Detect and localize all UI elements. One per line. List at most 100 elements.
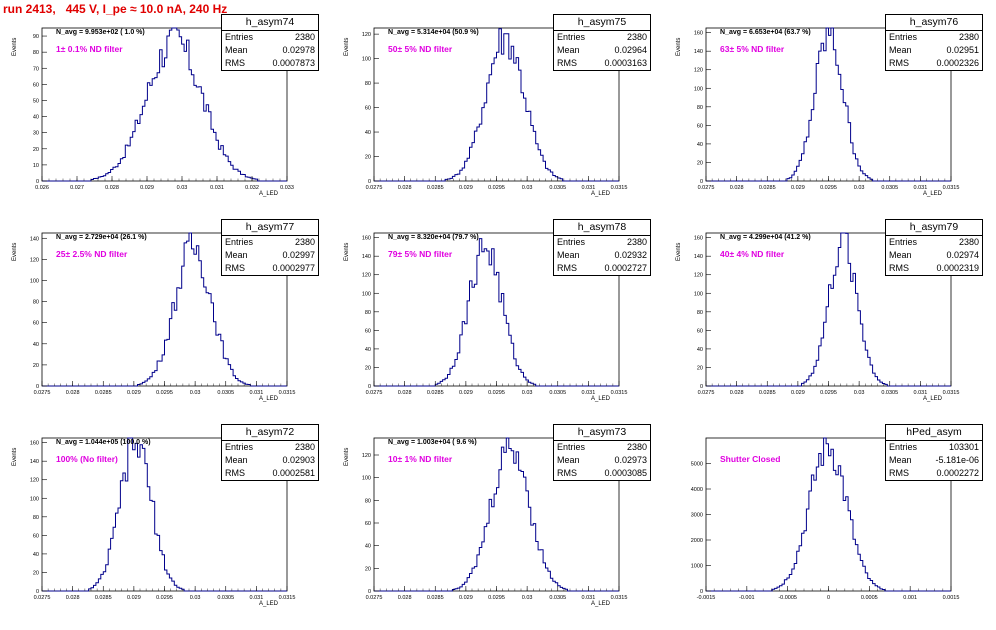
y-tick-label: 100	[30, 278, 39, 284]
stats-key: Mean	[225, 45, 248, 55]
x-tick-label: 0.0305	[881, 185, 898, 191]
filter-label: 10± 1% ND filter	[388, 454, 453, 464]
stats-row-mean: Mean 0.02951	[886, 44, 982, 57]
y-tick-label: 40	[33, 552, 39, 558]
histogram-series	[706, 27, 951, 182]
histogram-name: h_asym72	[222, 425, 318, 441]
y-tick-label: 0	[368, 589, 371, 595]
stats-box: hPed_asym Entries 103301 Mean -5.181e-06 RMS 0…	[885, 424, 983, 481]
y-tick-label: 160	[30, 441, 39, 447]
stats-value: 0.02951	[946, 45, 979, 55]
stats-value: 0.02974	[946, 250, 979, 260]
stats-value: 0.0002977	[272, 263, 315, 273]
stats-key: RMS	[557, 263, 577, 273]
stats-key: RMS	[225, 58, 245, 68]
y-tick-label: 40	[33, 342, 39, 348]
x-tick-label: 0.0295	[488, 390, 505, 396]
x-tick-label: 0.001	[903, 595, 917, 601]
y-axis-label: Events	[344, 242, 350, 261]
y-tick-label: 80	[33, 300, 39, 306]
x-tick-label: 0.03	[190, 595, 201, 601]
stats-box: h_asym74 Entries 2380 Mean 0.02978 RMS 0.00078…	[221, 14, 319, 71]
stats-value: 0.0003163	[604, 58, 647, 68]
y-tick-label: 60	[33, 82, 39, 88]
y-tick-label: 0	[368, 179, 371, 185]
y-axis-label: Events	[344, 37, 350, 56]
x-axis-label: A_LED	[591, 396, 611, 402]
x-tick-label: 0.028	[105, 185, 119, 191]
stats-box: h_asym72 Entries 2380 Mean 0.02903 RMS 0.00025…	[221, 424, 319, 481]
x-tick-label: 0.0305	[881, 390, 898, 396]
y-tick-label: 20	[697, 160, 703, 166]
x-tick-label: 0.027	[70, 185, 84, 191]
stats-row-mean: Mean 0.02974	[886, 249, 982, 262]
stats-value: 0.02903	[282, 455, 315, 465]
histogram-pad-h_asym77: 0 20 40 60 80 100 120 140 0.0275 0.028 0.0285 0.029…	[0, 219, 330, 425]
stats-key: Mean	[557, 455, 580, 465]
y-tick-label: 160	[694, 236, 703, 242]
x-axis-label: A_LED	[259, 191, 279, 197]
y-tick-label: 90	[33, 34, 39, 40]
x-tick-label: 0.03	[522, 595, 533, 601]
stats-row-entries: Entries 2380	[222, 441, 318, 454]
y-tick-label: 60	[33, 533, 39, 539]
x-tick-label: 0.031	[249, 595, 263, 601]
y-axis-label: Events	[676, 37, 682, 56]
navg-label: N_avg = 5.314e+04 (50.9 %)	[388, 29, 479, 36]
y-tick-label: 100	[362, 57, 371, 63]
x-tick-label: 0.028	[730, 390, 744, 396]
histogram-pad-h_asym75: 0 20 40 60 80 100 120 0.0275 0.028 0.0285 0.029 0.0…	[332, 14, 662, 220]
navg-label: N_avg = 1.044e+05 (100.0 %)	[56, 439, 151, 446]
y-tick-label: 40	[697, 347, 703, 353]
navg-label: N_avg = 9.953e+02 ( 1.0 %)	[56, 29, 145, 36]
histogram-name: h_asym77	[222, 220, 318, 236]
stats-key: Mean	[225, 250, 248, 260]
x-tick-label: 0.031	[581, 185, 595, 191]
histogram-pad-h_asym74: 0 10 20 30 40 50 60 70 80 90 0.026 0.027 0.028 0.029 0…	[0, 14, 330, 220]
stats-box: h_asym75 Entries 2380 Mean 0.02964 RMS 0.00031…	[553, 14, 651, 71]
stats-box: h_asym73 Entries 2380 Mean 0.02973 RMS 0.00030…	[553, 424, 651, 481]
x-tick-label: 0.03	[522, 185, 533, 191]
stats-value: 2380	[626, 237, 647, 247]
stats-row-rms: RMS 0.0002581	[222, 467, 318, 480]
histogram-name: h_asym79	[886, 220, 982, 236]
histogram-series	[42, 437, 287, 592]
histogram-pad-h_asym72: 0 20 40 60 80 100 120 140 160 0.0275 0.028 0.0285 0.…	[0, 424, 330, 630]
stats-key: RMS	[889, 468, 909, 478]
stats-box: h_asym77 Entries 2380 Mean 0.02997 RMS 0.00029…	[221, 219, 319, 276]
x-tick-label: 0.0305	[217, 595, 234, 601]
y-tick-label: 0	[700, 179, 703, 185]
stats-row-entries: Entries 2380	[222, 31, 318, 44]
stats-key: Entries	[889, 32, 918, 42]
y-tick-label: 100	[30, 496, 39, 502]
x-tick-label: 0.028	[398, 595, 412, 601]
y-tick-label: 20	[33, 363, 39, 369]
y-tick-label: 40	[365, 544, 371, 550]
x-tick-label: 0.0315	[279, 390, 296, 396]
y-axis-label: Events	[12, 447, 18, 466]
stats-value: 2380	[294, 32, 315, 42]
stats-key: Entries	[889, 442, 918, 452]
y-tick-label: 140	[30, 459, 39, 465]
x-tick-label: 0.029	[459, 595, 473, 601]
y-tick-label: 20	[33, 570, 39, 576]
y-tick-label: 40	[697, 142, 703, 148]
x-tick-label: 0.029	[127, 390, 141, 396]
histogram-plot: 0 20 40 60 80 100 120 0.0275 0.028 0.0285 0.029 0.0…	[362, 437, 627, 601]
filter-label: 25± 2.5% ND filter	[56, 249, 128, 259]
histogram-series	[706, 437, 951, 592]
y-tick-label: 140	[694, 49, 703, 55]
run-title: run 2413, 445 V, I_pe ≈ 10.0 nA, 240 Hz	[3, 2, 228, 16]
x-tick-label: 0.0295	[156, 390, 173, 396]
histogram-plot: 0 20 40 60 80 100 120 140 160 0.0275 0.028 0.0285 0.…	[694, 232, 960, 396]
histogram-series	[374, 28, 619, 182]
x-tick-label: 0.0295	[820, 390, 837, 396]
navg-label: N_avg = 6.653e+04 (63.7 %)	[720, 29, 811, 36]
y-tick-label: 100	[362, 476, 371, 482]
y-tick-label: 80	[697, 105, 703, 111]
x-tick-label: 0.0005	[861, 595, 878, 601]
stats-value: 0.0002581	[272, 468, 315, 478]
x-tick-label: 0.0315	[943, 390, 960, 396]
x-tick-label: 0.0015	[943, 595, 960, 601]
stats-row-mean: Mean 0.02903	[222, 454, 318, 467]
